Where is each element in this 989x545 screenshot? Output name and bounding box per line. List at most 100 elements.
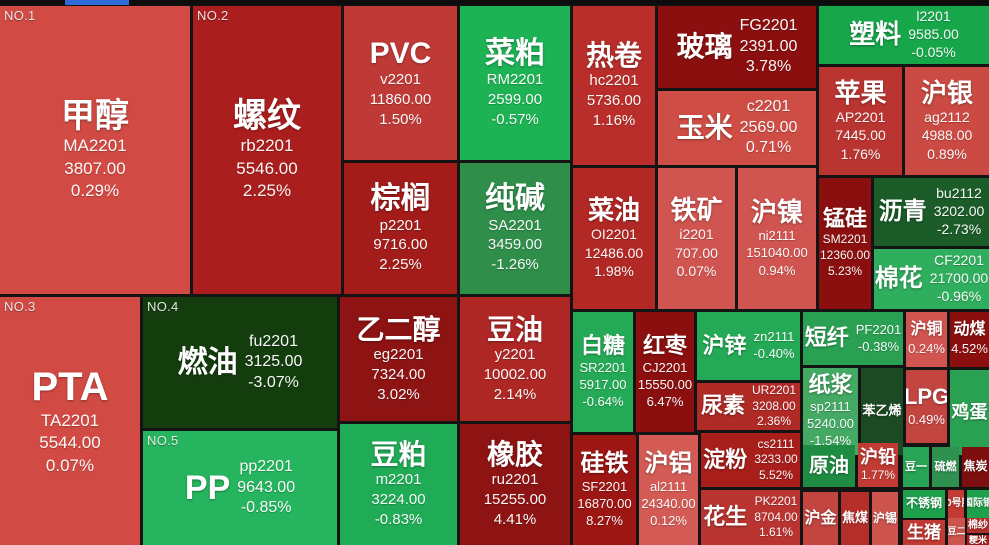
tile-jingmi[interactable]: 粳米 <box>967 535 989 545</box>
price: 5917.00 <box>579 376 627 392</box>
contract-code: hc2201 <box>589 72 639 90</box>
tile-hc2201[interactable]: 热卷 hc2201 5736.00 1.16% <box>573 6 655 165</box>
change-pct: -0.05% <box>911 43 956 60</box>
contract-code: PK2201 <box>754 494 798 509</box>
tile-yuanyou[interactable]: 原油 <box>803 445 855 487</box>
price: 4988.00 <box>921 127 973 144</box>
tile-pp2201[interactable]: NO.5 PP pp2201 9643.00 -0.85% <box>143 431 337 545</box>
tile-guojitong[interactable]: 国际铜 <box>967 490 989 518</box>
contract-code: SF2201 <box>581 478 628 494</box>
tile-name: 粳米 <box>968 535 987 545</box>
tile-name: 短纤 <box>804 325 849 351</box>
tile-jidan[interactable]: 鸡蛋 <box>950 370 989 455</box>
tile-l2201[interactable]: 塑料 l2201 9585.00 -0.05% <box>819 6 989 64</box>
tile-m2201[interactable]: 豆粕 m2201 3224.00 -0.83% <box>340 424 457 545</box>
tile-ni2111[interactable]: 沪镍 ni2111 151040.00 0.94% <box>738 168 816 309</box>
contract-code: AP2201 <box>835 108 886 125</box>
tile-name: 沪金 <box>804 509 837 527</box>
tile-al2111[interactable]: 沪铝 al2111 24340.00 0.12% <box>639 435 698 545</box>
tile-douyi[interactable]: 豆一 <box>903 447 929 487</box>
tile-fu2201[interactable]: NO.4 燃油 fu2201 3125.00 -3.07% <box>143 297 337 428</box>
tile-name: 红枣 <box>642 332 687 358</box>
tile-name: LPG <box>906 384 947 410</box>
tile-y2201[interactable]: 豆油 y2201 10002.00 2.14% <box>460 297 570 421</box>
contract-code: fu2201 <box>249 332 298 350</box>
tile-cs2111[interactable]: 淀粉 cs2111 3233.00 5.52% <box>701 433 800 487</box>
price: 21700.00 <box>929 270 989 287</box>
tile-zn2111[interactable]: 沪锌 zn2111 -0.40% <box>697 312 800 380</box>
change-pct: -2.73% <box>936 220 982 237</box>
price: 2569.00 <box>739 118 798 136</box>
tile-c2201[interactable]: 玉米 c2201 2569.00 0.71% <box>658 91 816 165</box>
price: 10002.00 <box>483 365 547 383</box>
tile-SF2201[interactable]: 硅铁 SF2201 16870.00 8.27% <box>573 435 636 545</box>
tile-v2201[interactable]: PVC v2201 11860.00 1.50% <box>344 6 457 160</box>
tile-SM2201[interactable]: 锰硅 SM2201 12360.00 5.23% <box>819 178 871 309</box>
tile-jiaotan[interactable]: 焦炭 <box>962 447 989 487</box>
tile-miansha[interactable]: 棉纱 <box>967 518 989 533</box>
top-bar <box>0 0 989 5</box>
tile-name: 豆二 <box>948 526 965 537</box>
contract-code: SA2201 <box>488 216 542 234</box>
price: 3224.00 <box>371 491 426 509</box>
tile-dongmei[interactable]: 动煤 4.52% <box>950 312 989 367</box>
tile-huxi[interactable]: 沪锡 <box>872 492 898 545</box>
rank-label: NO.5 <box>147 433 179 448</box>
tile-ru2201[interactable]: 橡胶 ru2201 15255.00 4.41% <box>460 424 570 545</box>
tile-SA2201[interactable]: 纯碱 SA2201 3459.00 -1.26% <box>460 163 570 294</box>
tile-name: 甲醇 <box>61 97 129 136</box>
tile-name: 原油 <box>809 454 849 477</box>
tile-PF2201[interactable]: 短纤 PF2201 -0.38% <box>803 312 903 365</box>
contract-code: p2201 <box>379 216 422 234</box>
tile-lpg[interactable]: LPG 0.49% <box>906 370 947 443</box>
price: 2391.00 <box>739 37 798 55</box>
tile-p2201[interactable]: 棕榈 p2201 9716.00 2.25% <box>344 163 457 294</box>
tile-benyixi[interactable]: 苯乙烯 <box>861 368 903 455</box>
tile-name: 玉米 <box>676 112 733 144</box>
tile-values: CF2201 21700.00 -0.96% <box>930 252 988 306</box>
tile-shengzhu[interactable]: 生猪 <box>903 520 945 545</box>
contract-code: c2201 <box>746 98 791 116</box>
tile-huqian[interactable]: 沪铅 1.77% <box>858 443 898 487</box>
tile-MA2201[interactable]: NO.1 甲醇 MA2201 3807.00 0.29% <box>0 6 190 294</box>
change-pct: 1.61% <box>758 525 794 540</box>
tile-name: 不锈钢 <box>905 496 942 511</box>
change-pct: 0.71% <box>745 139 792 157</box>
tile-SR2201[interactable]: 白糖 SR2201 5917.00 -0.64% <box>573 312 633 432</box>
tile-PK2201[interactable]: 花生 PK2201 8704.00 1.61% <box>701 490 800 545</box>
tile-FG2201[interactable]: 玻璃 FG2201 2391.00 3.78% <box>658 6 816 88</box>
tile-20haojiao[interactable]: 20号胶 <box>948 490 964 518</box>
tile-CF2201[interactable]: 棉花 CF2201 21700.00 -0.96% <box>874 249 989 309</box>
tile-liuran[interactable]: 硫燃 <box>932 447 959 487</box>
price: 5544.00 <box>39 433 101 453</box>
change-pct: -0.38% <box>857 338 900 354</box>
tile-RM2201[interactable]: 菜粕 RM2201 2599.00 -0.57% <box>460 6 570 160</box>
tile-eg2201[interactable]: 乙二醇 eg2201 7324.00 3.02% <box>340 297 457 421</box>
tile-name: 沪铝 <box>644 449 693 477</box>
tile-CJ2201[interactable]: 红枣 CJ2201 15550.00 6.47% <box>636 312 694 432</box>
tile-name: 苯乙烯 <box>862 403 902 419</box>
tile-ag2112[interactable]: 沪银 ag2112 4988.00 0.89% <box>905 67 989 175</box>
price: 5546.00 <box>236 158 298 178</box>
tile-name: 花生 <box>703 504 748 530</box>
tile-TA2201[interactable]: NO.3 PTA TA2201 5544.00 0.07% <box>0 297 140 545</box>
tile-douer[interactable]: 豆二 <box>948 518 965 545</box>
tile-AP2201[interactable]: 苹果 AP2201 7445.00 1.76% <box>819 67 902 175</box>
tile-values: UR2201 3208.00 2.36% <box>752 383 796 429</box>
tile-name: 尿素 <box>700 393 745 419</box>
tile-sp2111[interactable]: 纸浆 sp2111 5240.00 -1.54% <box>803 368 858 455</box>
tile-rb2201[interactable]: NO.2 螺纹 rb2201 5546.00 2.25% <box>193 6 341 294</box>
contract-code: SM2201 <box>822 232 868 247</box>
change-pct: 5.52% <box>758 467 794 482</box>
contract-code: bu2112 <box>936 185 982 202</box>
tile-OI2201[interactable]: 菜油 OI2201 12486.00 1.98% <box>573 168 655 309</box>
tile-name: 菜粕 <box>485 36 545 70</box>
tile-hutong[interactable]: 沪铜 0.24% <box>906 312 947 367</box>
tile-jiaomei[interactable]: 焦煤 <box>841 492 869 545</box>
tile-i2201[interactable]: 铁矿 i2201 707.00 0.07% <box>658 168 735 309</box>
tile-hujin[interactable]: 沪金 <box>803 492 838 545</box>
tile-UR2201[interactable]: 尿素 UR2201 3208.00 2.36% <box>697 383 800 430</box>
tile-buxiugang[interactable]: 不锈钢 <box>903 490 945 518</box>
tile-bu2112[interactable]: 沥青 bu2112 3202.00 -2.73% <box>874 178 989 246</box>
contract-code: ni2111 <box>758 228 796 244</box>
